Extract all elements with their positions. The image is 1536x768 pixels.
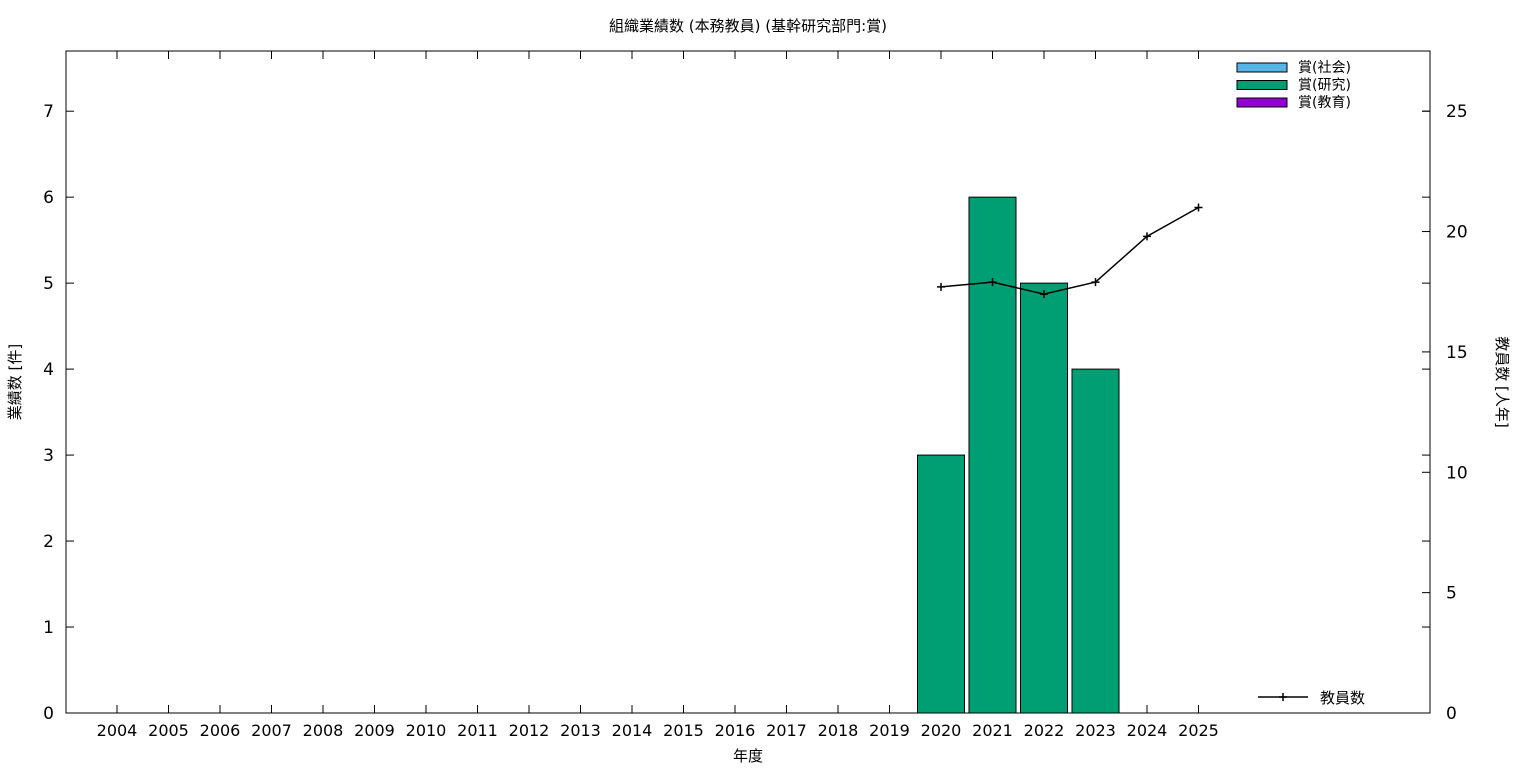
y2-tick-label: 15 bbox=[1446, 343, 1468, 363]
chart-title: 組織業績数 (本務教員) (基幹研究部門:賞) bbox=[609, 17, 887, 35]
plot-frame bbox=[65, 50, 1431, 714]
x-tick-label: 2019 bbox=[869, 721, 910, 740]
x-tick-label: 2024 bbox=[1127, 721, 1168, 740]
y-axis-label: 業績数 [件] bbox=[6, 344, 24, 420]
line-point bbox=[988, 278, 997, 287]
line-point bbox=[937, 282, 945, 291]
bar bbox=[968, 196, 1017, 714]
line-point bbox=[1040, 290, 1048, 299]
x-tick-label: 2023 bbox=[1075, 721, 1116, 740]
y2-tick-label: 10 bbox=[1446, 463, 1468, 483]
y-tick-label: 4 bbox=[43, 360, 54, 380]
x-tick-label: 2006 bbox=[200, 721, 241, 740]
x-tick-label: 2011 bbox=[457, 721, 498, 740]
y-tick-label: 0 bbox=[43, 704, 54, 724]
line-point bbox=[1143, 232, 1151, 241]
y2-tick-label: 0 bbox=[1446, 704, 1457, 724]
x-tick-label: 2009 bbox=[354, 721, 395, 740]
legend-line-label: 教員数 bbox=[1320, 689, 1365, 707]
x-tick-label: 2014 bbox=[612, 721, 653, 740]
bar bbox=[1071, 368, 1120, 714]
legend-line-marker bbox=[1279, 693, 1287, 701]
legend-label: 賞(社会) bbox=[1298, 60, 1351, 76]
y-tick-label: 5 bbox=[43, 274, 54, 294]
legend-label: 賞(教育) bbox=[1298, 95, 1351, 111]
x-tick-label: 2007 bbox=[251, 721, 292, 740]
x-tick-label: 2004 bbox=[97, 721, 138, 740]
y2-axis-label: 教員数 [人年] bbox=[1493, 336, 1511, 427]
y2-tick-label: 20 bbox=[1446, 223, 1468, 243]
x-axis-label: 年度 bbox=[733, 747, 763, 765]
x-tick-label: 2021 bbox=[972, 721, 1013, 740]
legend-swatch bbox=[1236, 80, 1288, 90]
y2-tick-label: 5 bbox=[1446, 584, 1457, 604]
x-tick-label: 2022 bbox=[1024, 721, 1065, 740]
x-tick-label: 2012 bbox=[509, 721, 550, 740]
line-point bbox=[1091, 278, 1100, 287]
x-tick-label: 2015 bbox=[663, 721, 704, 740]
legend-swatch bbox=[1236, 97, 1288, 108]
x-tick-label: 2005 bbox=[148, 721, 189, 740]
line-point bbox=[1194, 203, 1203, 212]
x-tick-label: 2020 bbox=[921, 721, 962, 740]
x-tick-label: 2016 bbox=[715, 721, 756, 740]
x-tick-label: 2017 bbox=[766, 721, 807, 740]
legend-label: 賞(研究) bbox=[1298, 78, 1351, 94]
y2-tick-label: 25 bbox=[1446, 102, 1468, 122]
x-tick-label: 2013 bbox=[560, 721, 601, 740]
x-tick-label: 2008 bbox=[303, 721, 344, 740]
x-tick-label: 2025 bbox=[1178, 721, 1219, 740]
bar bbox=[917, 454, 965, 714]
legend-swatch bbox=[1236, 62, 1288, 73]
y-tick-label: 6 bbox=[43, 188, 54, 208]
bar bbox=[1020, 282, 1068, 714]
line-series bbox=[940, 206, 1199, 295]
y-tick-label: 7 bbox=[43, 102, 54, 122]
y-tick-label: 2 bbox=[43, 532, 54, 552]
x-tick-label: 2010 bbox=[406, 721, 447, 740]
x-tick-label: 2018 bbox=[818, 721, 859, 740]
y-tick-label: 3 bbox=[43, 446, 54, 466]
y-tick-label: 1 bbox=[43, 618, 54, 638]
